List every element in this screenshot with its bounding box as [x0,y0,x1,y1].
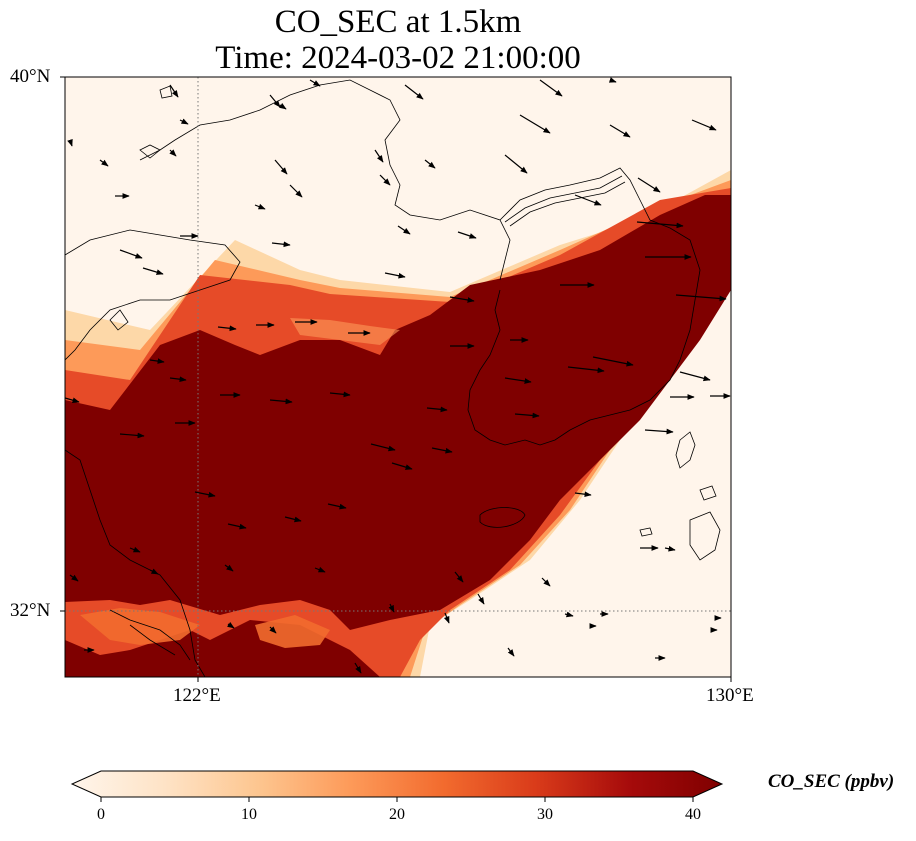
wind-arrow [541,577,551,587]
wind-arrow [227,622,235,629]
wind-arrow [279,103,287,110]
wind-arrow [454,571,464,583]
wind-arrow [65,397,80,403]
wind-arrow [217,325,237,332]
wind-arrow [457,231,477,239]
colorbar-tick-label-30: 30 [537,806,553,823]
colorbar-bar [70,770,724,798]
wind-arrow [449,296,475,303]
colorbar-tick-label-40: 40 [685,806,701,823]
wind-arrow [477,593,485,605]
wind-arrow [664,545,676,552]
plot-title-line1: CO_SEC at 1.5km [274,4,522,40]
wind-arrow [149,568,159,575]
wind-arrow [443,612,450,624]
colorbar-tick-label-0: 0 [97,806,105,823]
wind-arrow [119,249,143,259]
coastlines [65,79,721,677]
wind-arrow [149,358,165,364]
wind-arrow [564,611,574,618]
wind-arrow [644,428,674,435]
wind-arrow [592,356,634,367]
axis-ticks [60,76,732,682]
wind-arrow [169,149,177,157]
wind-arrow [271,241,291,248]
wind-arrow [539,79,563,97]
wind-arrow [224,564,234,572]
wind-arrow [636,221,684,229]
wind-arrow [574,194,602,206]
wind-arrow [504,154,528,174]
wind-arrow [284,516,302,523]
wind-arrow [504,377,532,384]
wind-arrow [424,159,436,169]
colorbar-title: CO_SEC (ppbv) [768,771,895,792]
wind-arrow [129,546,141,553]
wind-arrow [691,119,717,131]
lon-tick-label-122: 122°E [173,685,221,706]
wind-arrow [169,84,179,98]
wind-arrow [426,406,448,413]
plot-title-line2: Time: 2024-03-02 21:00:00 [215,40,581,76]
wind-arrow [254,203,266,210]
wind-arrow [327,503,347,510]
wind-vectors [65,77,731,674]
wind-arrow [289,184,303,198]
wind-arrow [397,225,411,235]
wind-arrow [169,376,187,383]
wind-arrow [675,294,727,302]
wind-arrow [391,462,413,470]
wind-arrow [269,626,277,634]
wind-arrow [637,177,661,193]
wind-arrow [354,662,362,674]
wind-arrow [194,491,216,498]
wind-arrow [370,443,396,452]
wind-arrow [274,159,288,175]
wind-arrow [388,603,395,613]
wind-arrow [384,272,406,279]
wind-arrow [227,523,247,530]
wind-arrow [269,94,281,108]
wind-arrow [314,566,326,573]
wind-arrow [179,118,189,125]
wind-arrow [679,371,711,382]
map-frame [64,76,732,678]
wind-arrow [431,447,453,454]
wind-arrow [309,79,321,87]
wind-arrow [374,149,384,163]
lon-tick-label-130: 130°E [706,685,754,706]
wind-arrow [329,391,351,398]
wind-arrow [67,138,73,147]
gridlines [65,77,731,677]
lat-tick-label-32: 32°N [10,600,51,621]
wind-arrow [269,398,293,405]
wind-arrow [99,159,109,167]
wind-arrow [574,491,592,498]
wind-arrow [404,84,424,100]
wind-arrow [119,432,145,439]
co-sec-field [65,77,731,677]
wind-arrow [519,114,551,134]
lat-tick-label-40: 40°N [10,66,51,87]
wind-arrow [142,267,164,275]
wind-arrow [379,174,391,186]
wind-arrow [609,124,631,138]
wind-arrow [567,366,605,374]
wind-arrow [69,574,79,582]
colorbar [70,770,724,802]
wind-arrow [608,77,617,83]
colorbar-tick-label-10: 10 [241,806,257,823]
wind-arrow [514,412,540,419]
colorbar-tick-label-20: 20 [389,806,405,823]
wind-arrow [507,647,515,657]
